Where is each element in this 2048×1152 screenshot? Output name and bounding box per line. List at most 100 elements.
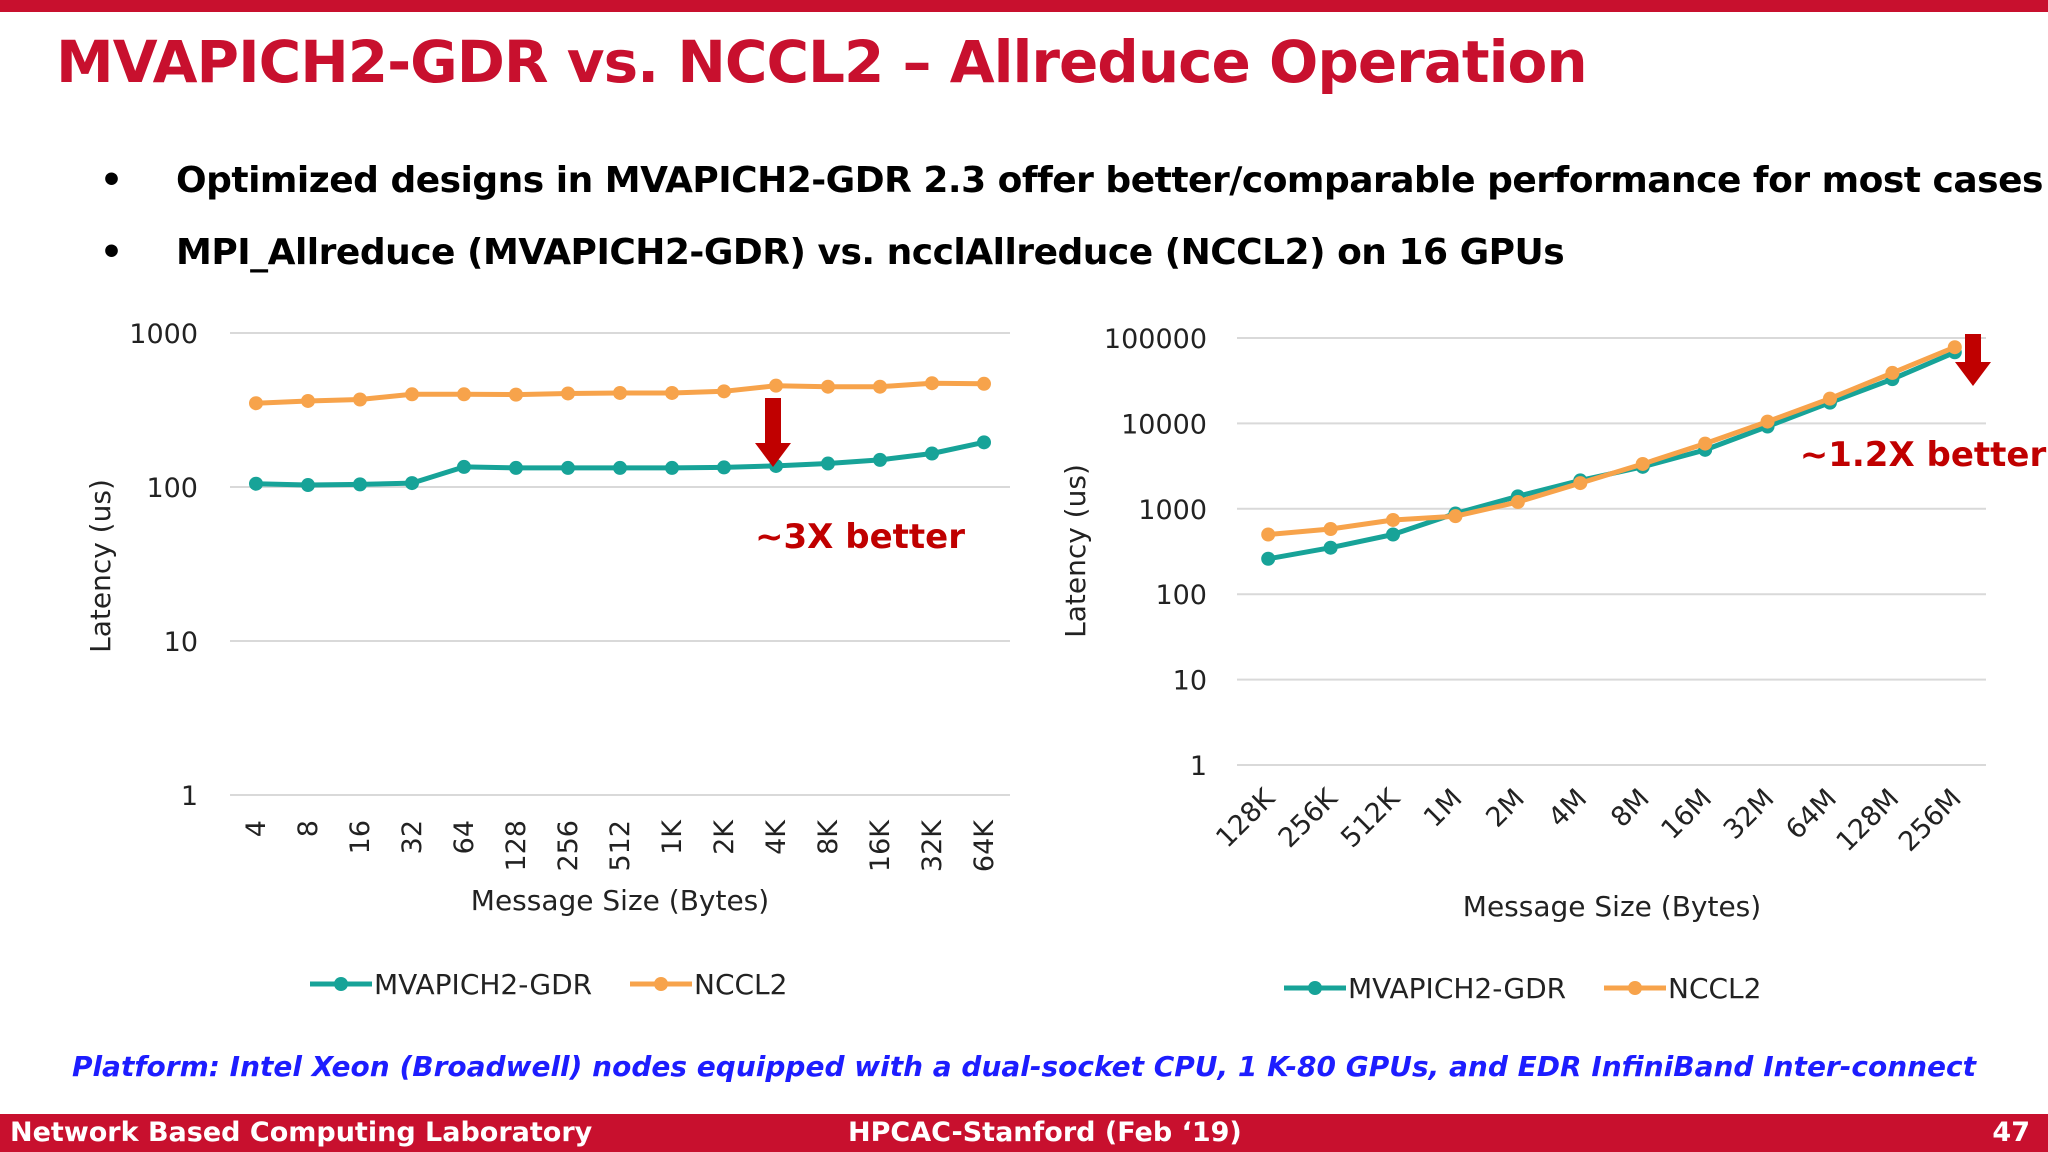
data-point-nccl2	[1323, 522, 1338, 537]
legend-label: MVAPICH2-GDR	[374, 968, 592, 1001]
data-point-mvapich2-gdr	[301, 478, 315, 493]
data-point-nccl2	[1947, 340, 1962, 355]
legend-marker-mvapich2-gdr	[1308, 981, 1322, 995]
data-point-nccl2	[717, 384, 731, 399]
data-point-nccl2	[457, 387, 471, 402]
data-point-nccl2	[925, 376, 939, 391]
y-tick-label: 1000	[129, 319, 198, 350]
data-point-nccl2	[301, 393, 315, 408]
x-tick-label: 256M	[1893, 783, 1968, 858]
x-tick-label: 256K	[1273, 782, 1345, 854]
data-point-nccl2	[665, 385, 679, 400]
x-tick-label: 128	[501, 820, 532, 872]
x-tick-label: 16K	[865, 819, 896, 872]
data-point-nccl2	[769, 378, 783, 393]
bullet-text: Optimized designs in MVAPICH2-GDR 2.3 of…	[176, 160, 2043, 201]
data-point-mvapich2-gdr	[405, 476, 419, 491]
x-tick-label: 32M	[1718, 783, 1781, 846]
data-point-mvapich2-gdr	[509, 460, 523, 475]
y-tick-label: 1	[1190, 751, 1207, 782]
x-tick-label: 128M	[1830, 783, 1905, 858]
bullet-dot: •	[100, 160, 124, 201]
data-point-mvapich2-gdr	[925, 446, 939, 461]
x-tick-label: 256	[553, 820, 584, 872]
footer-bar: Network Based Computing Laboratory HPCAC…	[0, 1114, 2048, 1152]
bullet-text: MPI_Allreduce (MVAPICH2-GDR) vs. ncclAll…	[176, 232, 1565, 273]
data-point-nccl2	[405, 387, 419, 402]
data-point-mvapich2-gdr	[873, 452, 887, 467]
x-tick-label: 2K	[709, 819, 740, 855]
x-tick-label: 512K	[1335, 782, 1407, 854]
annotation-text: ~3X better	[755, 517, 965, 557]
data-point-nccl2	[1510, 495, 1525, 510]
x-tick-label: 8	[293, 820, 324, 837]
data-point-mvapich2-gdr	[249, 476, 263, 491]
data-point-nccl2	[561, 386, 575, 401]
x-tick-label: 1K	[657, 819, 688, 855]
y-tick-label: 1000	[1138, 495, 1207, 526]
data-point-nccl2	[1822, 391, 1837, 406]
data-point-nccl2	[1261, 527, 1276, 542]
data-point-mvapich2-gdr	[457, 459, 471, 474]
data-point-nccl2	[1635, 456, 1650, 471]
annotation-text: ~1.2X better	[1800, 435, 2047, 475]
x-axis-label: Message Size (Bytes)	[1463, 890, 1761, 923]
x-tick-label: 16M	[1655, 783, 1718, 846]
data-point-nccl2	[1573, 476, 1588, 491]
data-point-nccl2	[1885, 365, 1900, 380]
y-tick-label: 100000	[1104, 324, 1207, 355]
x-tick-label: 8M	[1605, 783, 1656, 834]
legend-label: NCCL2	[694, 968, 787, 1001]
data-point-nccl2	[1386, 512, 1401, 527]
data-point-mvapich2-gdr	[1386, 527, 1401, 542]
footer-page-number: 47	[1992, 1117, 2030, 1148]
data-point-mvapich2-gdr	[665, 460, 679, 475]
data-point-mvapich2-gdr	[1261, 551, 1276, 566]
annotation-arrow	[1955, 334, 1991, 386]
x-tick-label: 4K	[761, 819, 792, 855]
data-point-nccl2	[1760, 414, 1775, 429]
data-point-mvapich2-gdr	[821, 456, 835, 471]
platform-note: Platform: Intel Xeon (Broadwell) nodes e…	[71, 1050, 1977, 1083]
data-point-mvapich2-gdr	[1323, 540, 1338, 555]
x-tick-label: 4M	[1543, 783, 1594, 834]
y-tick-label: 100	[1155, 580, 1207, 611]
data-point-mvapich2-gdr	[561, 460, 575, 475]
bullet-dot: •	[100, 232, 124, 273]
y-tick-label: 100	[146, 473, 198, 504]
legend-label: MVAPICH2-GDR	[1348, 972, 1566, 1005]
legend-marker-nccl2	[654, 977, 668, 991]
x-tick-label: 512	[605, 820, 636, 872]
x-tick-label: 1M	[1418, 783, 1469, 834]
x-tick-label: 16	[345, 820, 376, 854]
data-point-nccl2	[353, 392, 367, 407]
data-point-nccl2	[249, 396, 263, 411]
annotation-arrow	[755, 398, 791, 467]
footer-event: HPCAC-Stanford (Feb ‘19)	[848, 1117, 1242, 1148]
y-tick-label: 10000	[1121, 409, 1207, 440]
x-tick-label: 8K	[813, 819, 844, 855]
x-tick-label: 64K	[969, 819, 1000, 872]
data-point-nccl2	[821, 379, 835, 394]
data-point-nccl2	[509, 387, 523, 402]
data-point-nccl2	[1698, 436, 1713, 451]
legend-marker-mvapich2-gdr	[334, 977, 348, 991]
data-point-mvapich2-gdr	[717, 460, 731, 475]
legend-label: NCCL2	[1668, 972, 1761, 1005]
data-point-mvapich2-gdr	[977, 435, 991, 450]
data-point-mvapich2-gdr	[613, 460, 627, 475]
data-point-nccl2	[1448, 509, 1463, 524]
x-tick-label: 128K	[1210, 782, 1282, 854]
x-tick-label: 32	[397, 820, 428, 854]
data-point-nccl2	[613, 385, 627, 400]
y-axis-label: Latency (us)	[84, 479, 117, 653]
footer-lab-name: Network Based Computing Laboratory	[10, 1117, 593, 1148]
x-axis-label: Message Size (Bytes)	[471, 884, 769, 917]
x-tick-label: 4	[241, 820, 272, 837]
top-accent-bar	[0, 0, 2048, 12]
data-point-nccl2	[873, 379, 887, 394]
y-axis-label: Latency (us)	[1059, 464, 1092, 638]
data-point-mvapich2-gdr	[353, 477, 367, 492]
legend-marker-nccl2	[1628, 981, 1642, 995]
